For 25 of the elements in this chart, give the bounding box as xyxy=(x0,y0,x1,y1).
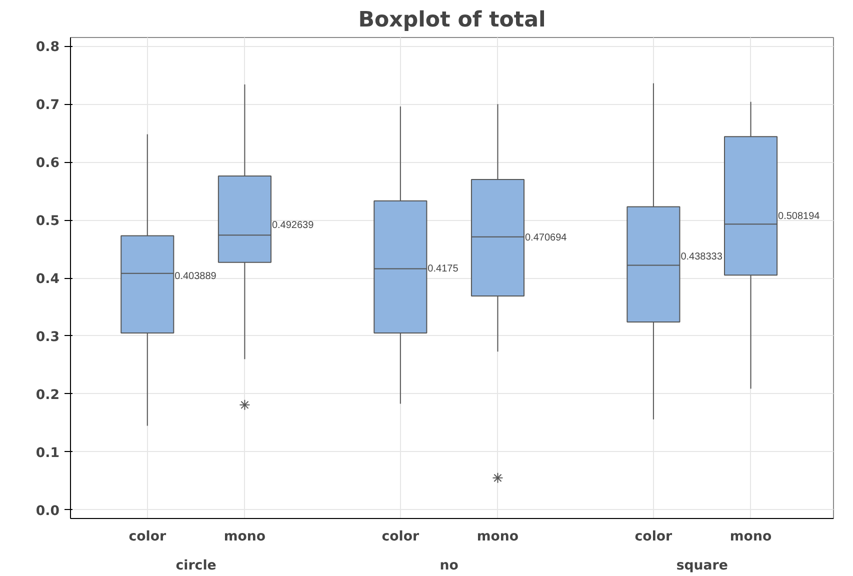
y-tick-label: 0.8 xyxy=(36,40,60,56)
y-tick-label: 0.4 xyxy=(36,272,60,287)
y-tick-label: 0.1 xyxy=(36,446,60,461)
text: no xyxy=(440,558,458,574)
y-tick-label: 0.6 xyxy=(36,156,60,172)
text: 0.4175 xyxy=(428,263,458,274)
x-tick-label: mono xyxy=(730,530,772,544)
y-tick-label: 0.0 xyxy=(36,504,60,519)
x-tick-label: mono xyxy=(224,530,266,544)
y-tick-label: 0.7 xyxy=(36,98,60,114)
text: 0.492639 xyxy=(272,220,314,231)
x-tick-label: mono xyxy=(476,530,519,544)
chart-title: Boxplot of total xyxy=(358,8,546,32)
y-tick-label: 0.5 xyxy=(36,214,60,230)
text: 0.403889 xyxy=(174,271,216,282)
x-tick-label: color xyxy=(382,530,420,544)
text: circle xyxy=(176,558,216,574)
text: square xyxy=(676,558,728,574)
y-tick-label: 0.2 xyxy=(36,388,60,403)
x-tick-label: color xyxy=(128,530,166,544)
text: 0.508194 xyxy=(778,210,820,222)
y-tick-label: 0.3 xyxy=(36,330,60,345)
text: 0.470694 xyxy=(524,232,567,244)
text: 0.438333 xyxy=(680,251,722,262)
x-tick-label: color xyxy=(634,530,673,544)
